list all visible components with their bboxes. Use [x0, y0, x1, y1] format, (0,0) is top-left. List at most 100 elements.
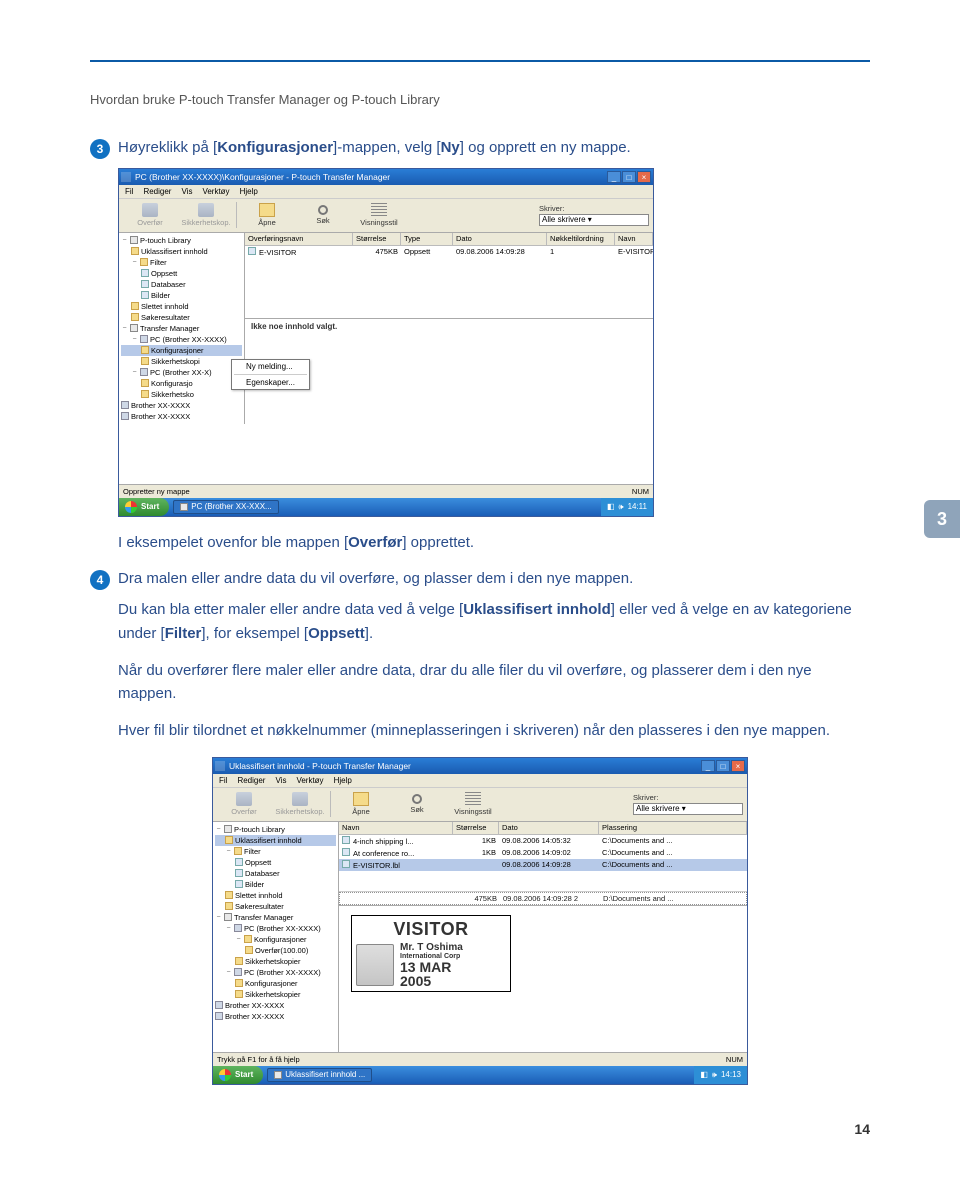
tree-item[interactable]: Sikkerhetskopier	[245, 989, 300, 1000]
toolbar-search-button[interactable]: Søk	[390, 789, 444, 819]
app-icon	[215, 761, 225, 771]
tree-item[interactable]: Brother XX-XXXX	[225, 1011, 284, 1022]
maximize-button[interactable]: □	[716, 760, 730, 772]
list-row[interactable]: 4-inch shipping l... 1KB 09.08.2006 14:0…	[339, 835, 747, 847]
toolbar-transfer-button[interactable]: Overfør	[123, 200, 177, 230]
tree-item[interactable]: Transfer Manager	[140, 323, 199, 334]
ctx-sep	[234, 374, 307, 375]
menu-item[interactable]: Fil	[219, 776, 227, 785]
menu-item[interactable]: Hjelp	[240, 187, 258, 196]
tree-item[interactable]: Konfigurasjoner	[245, 978, 298, 989]
tree-item[interactable]: Slettet innhold	[141, 301, 189, 312]
tree-item[interactable]: Databaser	[151, 279, 186, 290]
system-tray[interactable]: ◧🕪14:13	[694, 1066, 747, 1084]
ctx-properties[interactable]: Egenskaper...	[232, 376, 309, 389]
list-row-selected[interactable]: E-VISITOR.lbl 09.08.2006 14:09:28 C:\Doc…	[339, 859, 747, 871]
tree-item[interactable]: Oppsett	[245, 857, 271, 868]
taskbar-item[interactable]: Uklassifisert innhold ...	[267, 1068, 372, 1082]
close-button[interactable]: ×	[637, 171, 651, 183]
tree-item[interactable]: Oppsett	[151, 268, 177, 279]
minimize-button[interactable]: _	[607, 171, 621, 183]
tree-root[interactable]: P-touch Library	[234, 824, 285, 835]
col-h[interactable]: Dato	[499, 822, 599, 834]
menu-item[interactable]: Vis	[181, 187, 192, 196]
toolbar-backup-button[interactable]: Sikkerhetskop.	[179, 200, 233, 230]
menu-item[interactable]: Rediger	[143, 187, 171, 196]
list-row[interactable]: At conference ro... 1KB 09.08.2006 14:09…	[339, 847, 747, 859]
toolbar-viewstyle-button[interactable]: Visningsstil	[446, 789, 500, 819]
context-menu[interactable]: Ny melding... Egenskaper...	[231, 359, 310, 390]
tree-item[interactable]: Filter	[244, 846, 261, 857]
window-titlebar[interactable]: Uklassifisert innhold - P-touch Transfer…	[213, 758, 747, 774]
toolbar-backup-button[interactable]: Sikkerhetskop.	[273, 789, 327, 819]
window-titlebar[interactable]: PC (Brother XX-XXXX)\Konfigurasjoner - P…	[119, 169, 653, 185]
col-h[interactable]: Navn	[339, 822, 453, 834]
ctx-new[interactable]: Ny melding...	[232, 360, 309, 373]
tree-pane[interactable]: −P-touch Library Uklassifisert innhold −…	[119, 233, 245, 424]
tree-item[interactable]: Sikkerhetsko	[151, 389, 194, 400]
cell: C:\Documents and ...	[599, 835, 747, 847]
menu-item[interactable]: Rediger	[237, 776, 265, 785]
tree-item[interactable]: Filter	[150, 257, 167, 268]
start-button[interactable]: Start	[213, 1066, 263, 1084]
close-button[interactable]: ×	[731, 760, 745, 772]
lbl: Overfør	[137, 218, 162, 227]
menu-item[interactable]: Vis	[275, 776, 286, 785]
col-h[interactable]: Navn	[615, 233, 653, 245]
menu-item[interactable]: Verktøy	[296, 776, 323, 785]
start-button[interactable]: Start	[119, 498, 169, 516]
toolbar-search-button[interactable]: Søk	[296, 200, 350, 230]
printer-select[interactable]: Alle skrivere ▾	[539, 214, 649, 226]
tree-item[interactable]: Databaser	[245, 868, 280, 879]
toolbar-open-button[interactable]: Åpne	[240, 200, 294, 230]
toolbar-viewstyle-button[interactable]: Visningsstil	[352, 200, 406, 230]
col-h[interactable]: Størrelse	[353, 233, 401, 245]
menu-item[interactable]: Fil	[125, 187, 133, 196]
tree-item-selected[interactable]: Konfigurasjoner	[151, 345, 204, 356]
tree-item[interactable]: Konfigurasjo	[151, 378, 193, 389]
list-row[interactable]: E-VISITOR 475KB Oppsett 09.08.2006 14:09…	[245, 246, 653, 258]
menu-item[interactable]: Verktøy	[202, 187, 229, 196]
minimize-button[interactable]: _	[701, 760, 715, 772]
list-area[interactable]: 4-inch shipping l... 1KB 09.08.2006 14:0…	[339, 835, 747, 891]
taskbar-item[interactable]: PC (Brother XX-XXX...	[173, 500, 278, 514]
maximize-button[interactable]: □	[622, 171, 636, 183]
cell: 475KB	[353, 246, 401, 258]
printer-select[interactable]: Alle skrivere ▾	[633, 803, 743, 815]
tree-item[interactable]: Bilder	[245, 879, 264, 890]
label-photo-icon	[356, 944, 394, 986]
tree-item[interactable]: Brother XX-XXXX	[131, 411, 190, 422]
tree-pane[interactable]: −P-touch Library Uklassifisert innhold −…	[213, 822, 339, 1052]
taskbar: Start PC (Brother XX-XXX... ◧🕪14:11	[119, 498, 653, 516]
tree-item[interactable]: Transfer Manager	[234, 912, 293, 923]
tree-item[interactable]: PC (Brother XX-XXXX)	[150, 334, 227, 345]
col-h[interactable]: Størrelse	[453, 822, 499, 834]
tree-item-selected[interactable]: Uklassifisert innhold	[235, 835, 302, 846]
tree-item[interactable]: PC (Brother XX-XXXX)	[244, 967, 321, 978]
tree-item[interactable]: Sikkerhetskopier	[245, 956, 300, 967]
tree-item[interactable]: Konfigurasjoner	[254, 934, 307, 945]
tree-item[interactable]: Overfør(100.00)	[255, 945, 308, 956]
list-area[interactable]: E-VISITOR 475KB Oppsett 09.08.2006 14:09…	[245, 246, 653, 318]
menu-item[interactable]: Hjelp	[334, 776, 352, 785]
tree-item[interactable]: Slettet innhold	[235, 890, 283, 901]
toolbar-open-button[interactable]: Åpne	[334, 789, 388, 819]
tree-item[interactable]: PC (Brother XX-X)	[150, 367, 212, 378]
col-h[interactable]: Dato	[453, 233, 547, 245]
col-h[interactable]: Type	[401, 233, 453, 245]
col-h[interactable]: Nøkkeltilordning	[547, 233, 615, 245]
tree-item[interactable]: Søkeresultater	[141, 312, 190, 323]
tree-root[interactable]: P-touch Library	[140, 235, 191, 246]
tree-item[interactable]: Brother XX-XXXX	[225, 1000, 284, 1011]
tree-item[interactable]: Bilder	[151, 290, 170, 301]
col-h[interactable]: Plassering	[599, 822, 747, 834]
tree-item[interactable]: Sikkerhetskopi	[151, 356, 200, 367]
tree-item[interactable]: Uklassifisert innhold	[141, 246, 208, 257]
status-left: Oppretter ny mappe	[123, 487, 190, 496]
system-tray[interactable]: ◧🕪14:11	[601, 498, 653, 516]
toolbar-transfer-button[interactable]: Overfør	[217, 789, 271, 819]
col-h[interactable]: Overføringsnavn	[245, 233, 353, 245]
tree-item[interactable]: PC (Brother XX-XXXX)	[244, 923, 321, 934]
tree-item[interactable]: Brother XX-XXXX	[131, 400, 190, 411]
tree-item[interactable]: Søkeresultater	[235, 901, 284, 912]
